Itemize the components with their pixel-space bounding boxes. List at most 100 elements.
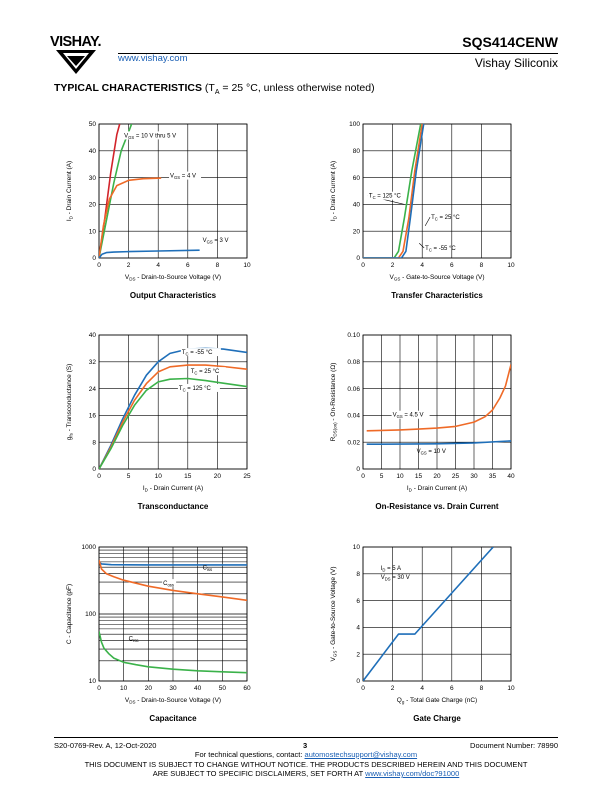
y-tick-label: 8 bbox=[356, 571, 360, 578]
annotation-label: TC = -55 °C bbox=[425, 246, 456, 253]
x-tick-label: 30 bbox=[169, 685, 177, 692]
annotation-label: TC = 25 °C bbox=[191, 369, 220, 376]
y-tick-label: 80 bbox=[353, 148, 361, 155]
chart-caption: Output Characteristics bbox=[130, 291, 217, 300]
y-tick-label: 50 bbox=[89, 121, 97, 128]
annotation-bg bbox=[169, 171, 202, 180]
y-axis-label: RDS(on) - On-Resistance (Ω) bbox=[330, 363, 338, 442]
x-axis-label: ID - Drain Current (A) bbox=[407, 485, 467, 493]
part-number: SQS414CENW bbox=[462, 34, 558, 50]
y-axis-label: ID - Drain Current (A) bbox=[66, 161, 74, 221]
x-tick-label: 4 bbox=[156, 262, 160, 269]
disclaimer-link[interactable]: www.vishay.com/doc?91000 bbox=[365, 769, 460, 778]
x-tick-label: 25 bbox=[452, 473, 460, 480]
series-line-0 bbox=[366, 364, 511, 432]
section-title: TYPICAL CHARACTERISTICS (TA = 25 °C, unl… bbox=[54, 82, 375, 96]
vishay-logo-mark: VISHAY. bbox=[50, 34, 102, 74]
x-tick-label: 10 bbox=[507, 262, 515, 269]
chart-caption: On-Resistance vs. Drain Current bbox=[375, 502, 498, 511]
section-title-bold: TYPICAL CHARACTERISTICS bbox=[54, 82, 202, 94]
website-link[interactable]: www.vishay.com bbox=[118, 53, 188, 64]
document-revision: S20-0769-Rev. A, 12-Oct-2020 bbox=[54, 741, 157, 750]
grid bbox=[362, 123, 512, 259]
chart-output-characteristics: 0 2 4 6 8 10 0 10 20 30 40 50 VDS - Drain-to-Source … bbox=[66, 121, 251, 300]
y-tick-label: 24 bbox=[89, 386, 97, 393]
tech-support-email-link[interactable]: automostechsupport@vishay.com bbox=[304, 750, 418, 759]
annotation-bg bbox=[367, 191, 404, 200]
y-tick-label: 30 bbox=[89, 175, 97, 182]
x-tick-label: 30 bbox=[470, 473, 478, 480]
chart-transconductance: 0 5 10 15 20 25 0 8 16 24 32 40 ID - Drain Current (… bbox=[66, 332, 251, 511]
annotation-label: VGS = 3 V bbox=[203, 238, 229, 245]
series-group bbox=[363, 124, 425, 258]
x-tick-label: 2 bbox=[127, 262, 131, 269]
series-group bbox=[99, 559, 247, 674]
series-line-0 bbox=[99, 561, 247, 566]
chart-on-resistance: 0 5 10 15 20 25 30 35 40 0 0.02 0.04 0.06 0.08 0.10 ID … bbox=[330, 332, 515, 511]
x-tick-label: 2 bbox=[391, 685, 395, 692]
series-line-1 bbox=[363, 124, 423, 258]
x-tick-label: 10 bbox=[155, 473, 163, 480]
x-tick-label: 0 bbox=[97, 685, 101, 692]
footer-rule bbox=[54, 737, 558, 738]
company-name: Vishay Siliconix bbox=[474, 56, 558, 70]
x-tick-label: 15 bbox=[184, 473, 192, 480]
annotation-label: TC = 25 °C bbox=[431, 215, 460, 222]
page-number: 3 bbox=[303, 741, 308, 750]
series-line-0 bbox=[363, 547, 494, 681]
annotation-bg bbox=[391, 410, 430, 419]
header-rule bbox=[118, 53, 558, 54]
plot-frame bbox=[98, 334, 248, 470]
annotation-label: Crss bbox=[129, 637, 139, 644]
x-tick-label: 10 bbox=[507, 685, 515, 692]
plot-frame bbox=[362, 334, 512, 470]
x-tick-label: 25 bbox=[243, 473, 251, 480]
x-tick-label: 40 bbox=[194, 685, 202, 692]
annotation-leader bbox=[424, 216, 431, 226]
x-tick-label: 6 bbox=[450, 262, 454, 269]
annotation-label: ID = 5 A bbox=[381, 566, 401, 573]
y-tick-label: 6 bbox=[356, 598, 360, 605]
y-tick-label: 0.10 bbox=[347, 332, 360, 339]
x-tick-label: 0 bbox=[361, 473, 365, 480]
annotation-label: TC = 125 °C bbox=[179, 386, 212, 393]
annotation-label: TC = 125 °C bbox=[369, 194, 402, 201]
document-number: Document Number: 78990 bbox=[470, 741, 558, 750]
series-line-0 bbox=[363, 124, 422, 258]
x-tick-label: 6 bbox=[186, 262, 190, 269]
annotation-label: VGS = 4.5 V bbox=[393, 413, 424, 420]
y-tick-label: 1000 bbox=[82, 544, 97, 551]
x-tick-label: 35 bbox=[489, 473, 497, 480]
chart-caption: Transconductance bbox=[138, 502, 209, 511]
series-line-3 bbox=[99, 249, 200, 258]
y-tick-label: 0 bbox=[92, 466, 96, 473]
y-tick-label: 20 bbox=[353, 228, 361, 235]
series-group bbox=[99, 124, 200, 258]
series-line-2 bbox=[99, 177, 162, 258]
annotation-bg bbox=[189, 367, 226, 376]
vishay-logo: VISHAY. bbox=[50, 34, 102, 83]
series-group bbox=[366, 364, 511, 445]
tech-contact-label: For technical questions, contact: bbox=[194, 750, 305, 759]
y-tick-label: 40 bbox=[89, 148, 97, 155]
y-tick-label: 0 bbox=[92, 255, 96, 262]
plot-frame bbox=[362, 123, 512, 259]
x-tick-label: 20 bbox=[433, 473, 441, 480]
series-line-1 bbox=[99, 364, 247, 469]
chart-caption: Gate Charge bbox=[413, 714, 461, 723]
y-tick-label: 20 bbox=[89, 202, 97, 209]
section-title-sub: A bbox=[214, 89, 220, 97]
x-axis-label: VDS - Drain-to-Source Voltage (V) bbox=[125, 697, 221, 705]
x-tick-label: 60 bbox=[243, 685, 251, 692]
series-group bbox=[99, 347, 247, 469]
y-axis-label: VGS - Gate-to-Source Voltage (V) bbox=[330, 566, 338, 661]
x-tick-label: 0 bbox=[361, 262, 365, 269]
y-tick-label: 10 bbox=[89, 228, 97, 235]
annotation-label: VGS = 10 V thru 5 V bbox=[124, 133, 176, 140]
x-tick-label: 10 bbox=[243, 262, 251, 269]
x-tick-label: 4 bbox=[420, 685, 424, 692]
y-tick-label: 8 bbox=[92, 439, 96, 446]
logo-text: VISHAY. bbox=[50, 34, 101, 50]
annotation-label: VDS = 30 V bbox=[381, 575, 410, 582]
